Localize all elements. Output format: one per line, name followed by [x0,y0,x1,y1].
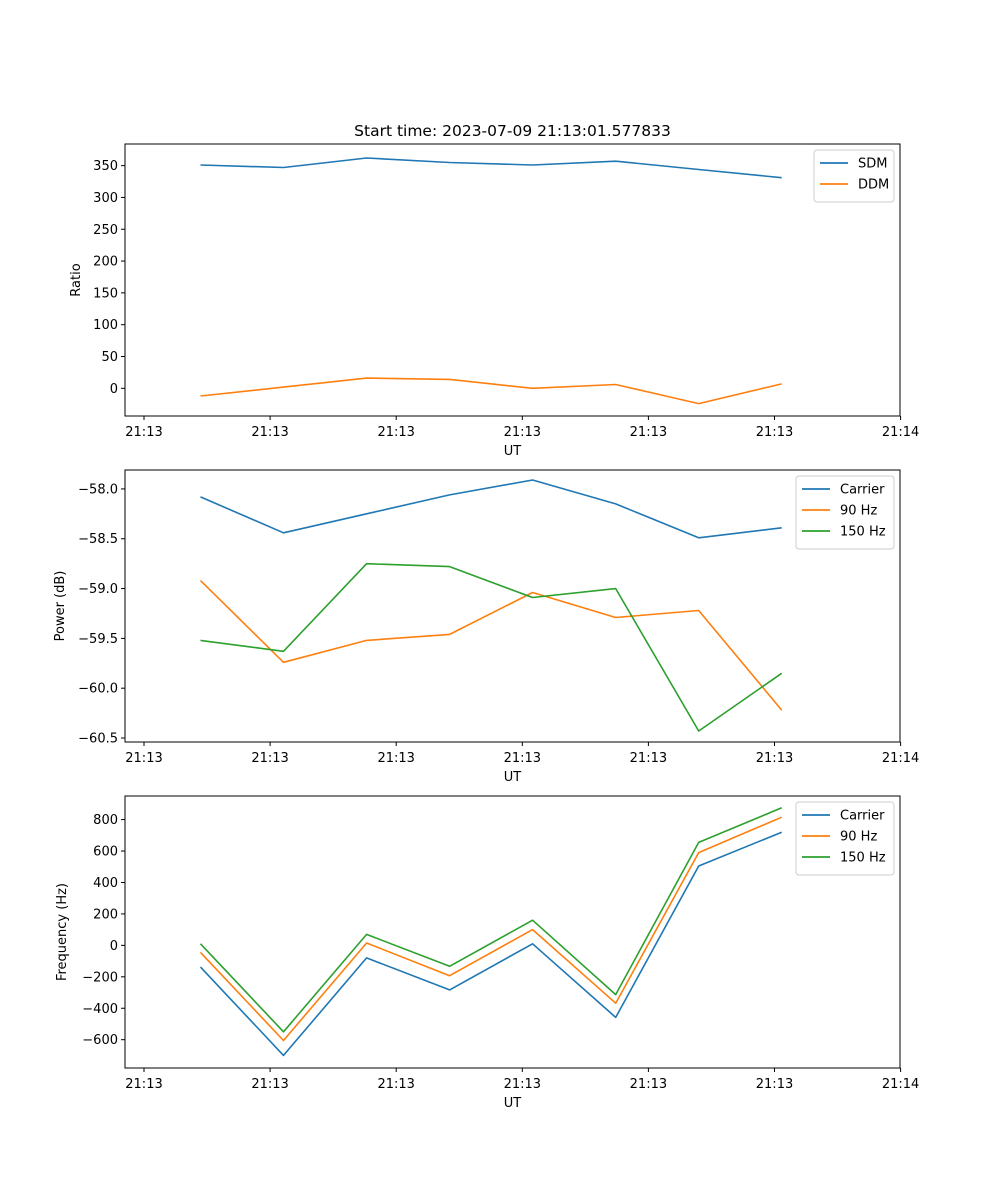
legend-label: SDM [858,157,887,172]
x-axis-label: UT [504,444,522,459]
series-line-ddm [200,377,782,405]
chart-panel-1: 21:13 21:13 21:13 21:13 21:13 21:13 21:14 0 50 10… [69,122,919,459]
y-tick-label: 300 [93,191,118,206]
legend-label: Carrier [840,483,885,498]
x-tick-label: 21:13 [251,425,288,440]
y-axis-label: Frequency (Hz) [55,883,70,981]
series-line-sdm [200,157,782,179]
legend-label: Carrier [840,809,885,824]
legend-label: 90 Hz [840,504,877,519]
legend-label: 150 Hz [840,525,886,540]
y-tick-label: −600 [82,1033,118,1048]
y-tick-label: 0 [110,382,118,397]
x-tick-label: 21:13 [504,1077,541,1092]
legend-label: DDM [858,178,889,193]
y-tick-label: 200 [93,255,118,270]
x-tick-label: 21:13 [377,751,414,766]
x-tick-label: 21:13 [756,751,793,766]
legend: Carrier 90 Hz 150 Hz [795,475,895,550]
plot-area-frame [124,795,901,1069]
plot-area-frame [124,469,901,743]
series-line-150-hz [199,807,783,1033]
chart-title: Start time: 2023-07-09 21:13:01.577833 [354,122,671,140]
x-tick-label: 21:13 [756,425,793,440]
y-tick-label: −59.5 [78,632,118,647]
series-line-carrier [200,479,782,539]
y-tick-label: −58.0 [78,482,118,497]
y-tick-label: −60.0 [78,682,118,697]
series-line-carrier [199,831,783,1057]
plot-area-frame [124,143,901,417]
x-tick-label: 21:13 [125,425,162,440]
x-tick-label: 21:13 [504,751,541,766]
x-tick-label: 21:13 [630,1077,667,1092]
x-axis-label: UT [504,770,522,785]
x-tick-label: 21:14 [882,425,919,440]
x-tick-label: 21:13 [125,1077,162,1092]
x-axis-label: UT [504,1096,522,1111]
series-line-90-hz [199,580,783,711]
legend-label: 90 Hz [840,830,877,845]
legend-label: 150 Hz [840,851,886,866]
x-tick-label: 21:13 [630,425,667,440]
y-tick-label: −58.5 [78,532,118,547]
x-tick-label: 21:13 [756,1077,793,1092]
y-axis-label: Power (dB) [53,571,68,642]
x-tick-label: 21:13 [504,425,541,440]
y-tick-label: 150 [93,286,118,301]
series-line-90-hz [199,816,783,1042]
x-tick-label: 21:13 [377,425,414,440]
series-lines [200,157,782,405]
chart-panel-3: 21:13 21:13 21:13 21:13 21:13 21:13 21:14 −600 −… [55,795,919,1111]
x-tick-label: 21:13 [630,751,667,766]
y-tick-label: 800 [93,813,118,828]
y-tick-label: 600 [93,845,118,860]
legend: Carrier 90 Hz 150 Hz [795,801,895,876]
y-tick-label: 100 [93,318,118,333]
y-tick-label: −200 [82,970,118,985]
x-tick-label: 21:14 [882,1077,919,1092]
y-tick-label: 400 [93,876,118,891]
x-tick-label: 21:13 [377,1077,414,1092]
x-tick-label: 21:14 [882,751,919,766]
y-tick-label: 350 [93,159,118,174]
x-tick-label: 21:13 [251,1077,288,1092]
series-lines [199,807,783,1057]
x-tick-label: 21:13 [251,751,288,766]
series-line-150-hz [200,562,783,732]
x-tick-label: 21:13 [125,751,162,766]
series-lines [199,479,783,732]
y-tick-label: −400 [82,1002,118,1017]
y-tick-label: 250 [93,223,118,238]
legend: SDM DDM [813,149,895,203]
y-tick-label: −59.0 [78,582,118,597]
y-tick-label: −60.5 [78,732,118,747]
chart-panel-2: 21:13 21:13 21:13 21:13 21:13 21:13 21:14 −60.5… [53,469,919,785]
y-tick-label: 50 [101,350,118,365]
y-tick-label: 0 [110,939,118,954]
y-tick-label: 200 [93,907,118,922]
y-axis-label: Ratio [69,263,84,296]
